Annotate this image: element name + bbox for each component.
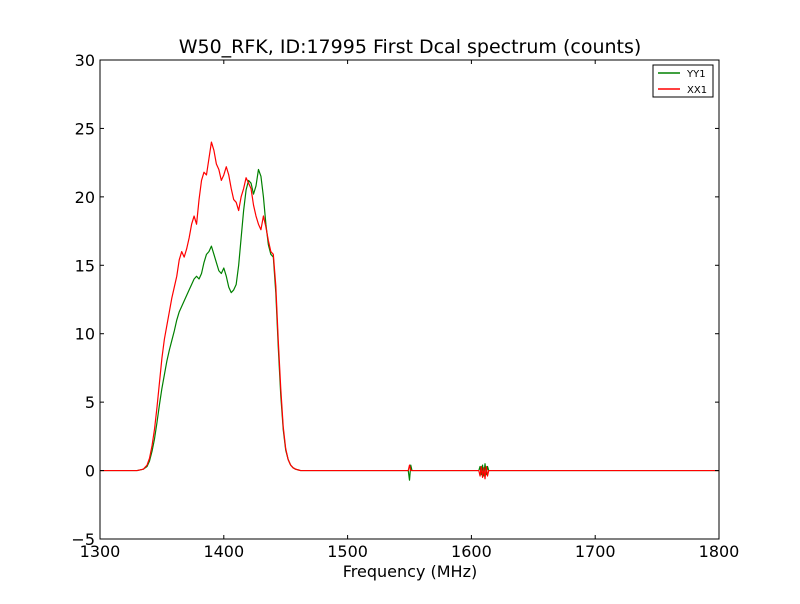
x-tick-label: 1300 (80, 542, 121, 561)
y-tick-label: 20 (75, 188, 95, 207)
y-tick-label: 15 (75, 256, 95, 275)
chart-legend: YY1 XX1 (652, 64, 714, 98)
x-tick-label: 1600 (451, 542, 492, 561)
series-line-xx1 (100, 141, 719, 480)
series-layer (100, 141, 719, 481)
x-tick-label: 1700 (575, 542, 616, 561)
plot-frame (99, 59, 720, 540)
y-tick-label: 0 (85, 462, 95, 481)
y-tick-label: −5 (71, 530, 95, 549)
y-tick-label: 30 (75, 51, 95, 70)
legend-label-yy1: YY1 (686, 69, 706, 80)
x-tick-label: 1800 (699, 542, 740, 561)
tick-layer: 1300 1400 1500 1600 1700 1800 −5 0 5 10 15 20 25 30 (71, 51, 739, 561)
chart-title: W50_RFK, ID:17995 First Dcal spectrum (c… (179, 36, 642, 58)
plot-area (100, 60, 719, 539)
y-tick-label: 10 (75, 325, 95, 344)
legend-box (652, 64, 714, 98)
x-tick-label: 1400 (203, 542, 244, 561)
x-tick-label: 1500 (327, 542, 368, 561)
series-line-yy1 (100, 168, 719, 481)
y-tick-label: 25 (75, 119, 95, 138)
legend-label-xx1: XX1 (687, 85, 707, 96)
x-axis-label: Frequency (MHz) (343, 562, 477, 581)
y-tick-label: 5 (85, 393, 95, 412)
